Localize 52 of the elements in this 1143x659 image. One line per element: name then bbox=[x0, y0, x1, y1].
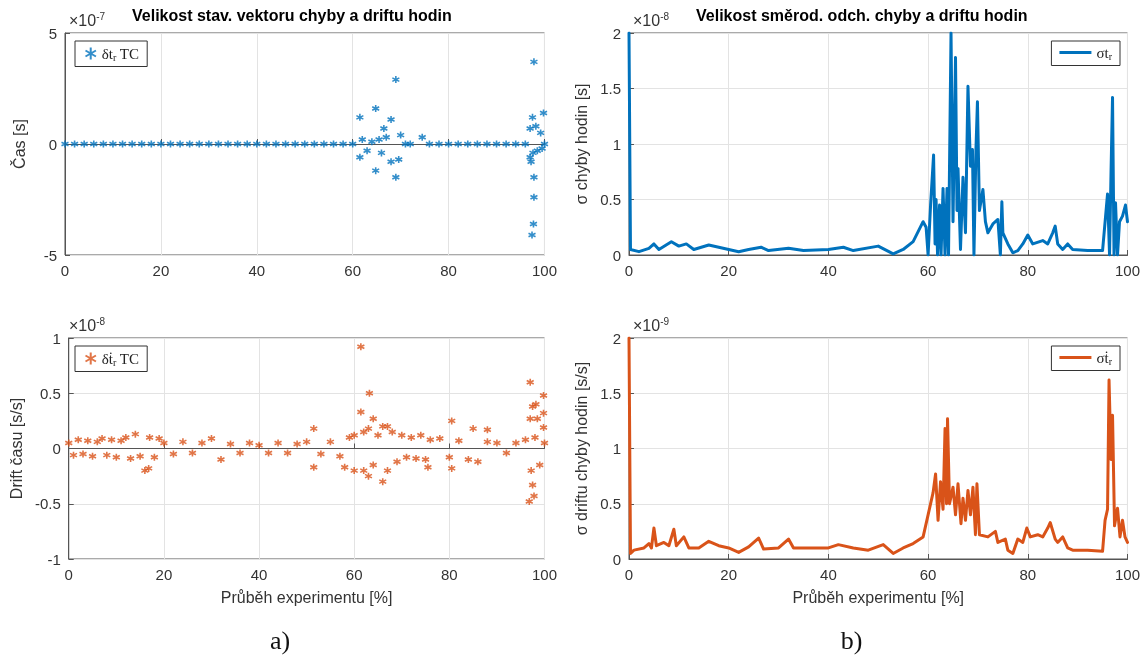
y-tick-label: -0.5 bbox=[34, 495, 61, 513]
y-tick-label: 1 bbox=[52, 329, 61, 347]
y-tick-label: -5 bbox=[43, 246, 57, 264]
y-tick-label: -1 bbox=[47, 550, 61, 568]
y-tick-label: 1.5 bbox=[600, 80, 621, 97]
y-tick-label: 0.5 bbox=[600, 495, 621, 513]
x-tick-label: 80 bbox=[1019, 566, 1037, 583]
y-tick-label: 2 bbox=[612, 329, 621, 347]
x-tick-label: 80 bbox=[1019, 262, 1037, 279]
x-tick-label: 20 bbox=[155, 566, 173, 583]
x-tick-label: 20 bbox=[720, 262, 738, 279]
x-tick-label: 20 bbox=[152, 262, 170, 279]
y-tick-label: 0 bbox=[48, 135, 57, 153]
x-tick-label: 60 bbox=[344, 262, 362, 279]
x-tick-label: 40 bbox=[820, 262, 837, 279]
x-tick-label: 40 bbox=[248, 262, 266, 279]
x-tick-label: 100 bbox=[1114, 262, 1140, 279]
x-tick-label: 0 bbox=[624, 262, 634, 279]
y-tick-label: 0 bbox=[612, 550, 621, 568]
y-axis-title: σ driftu chyby hodin [s/s] bbox=[572, 361, 590, 536]
x-tick-label: 80 bbox=[440, 566, 458, 583]
text: a) bbox=[269, 625, 291, 655]
y-tick-label: 5 bbox=[48, 24, 57, 42]
x-tick-label: 60 bbox=[345, 566, 363, 583]
x-tick-label: 80 bbox=[440, 262, 457, 279]
y-tick-label: 0 bbox=[612, 246, 621, 264]
y-tick-label: 2 bbox=[612, 24, 621, 42]
y-axis-title: σ chyby hodin [s] bbox=[572, 83, 590, 205]
x-tick-label: 100 bbox=[531, 566, 557, 583]
y-tick-label: 0.5 bbox=[600, 191, 621, 208]
y-tick-label: 0 bbox=[52, 440, 61, 457]
x-tick-label: 100 bbox=[1114, 566, 1140, 583]
y-tick-label: 1 bbox=[612, 440, 621, 457]
y-tick-label: 0.5 bbox=[39, 384, 61, 402]
x-tick-label: 100 bbox=[531, 262, 557, 279]
chart-title: Velikost stav. vektoru chyby a driftu hodin bbox=[132, 6, 452, 24]
x-axis-title: Průběh experimentu [%] bbox=[792, 588, 965, 606]
x-tick-label: 60 bbox=[919, 262, 937, 279]
line-series bbox=[627, 31, 1129, 257]
x-tick-label: 20 bbox=[720, 566, 738, 583]
y-tick-label: 1 bbox=[612, 135, 621, 153]
y-axis-title: Čas [s] bbox=[9, 119, 28, 169]
x-tick-label: 60 bbox=[919, 566, 937, 583]
y-axis-title: Drift času [s/s] bbox=[7, 397, 25, 500]
x-axis-title: Průběh experimentu [%] bbox=[220, 588, 393, 606]
x-tick-label: 0 bbox=[624, 566, 634, 583]
x-tick-label: 40 bbox=[820, 566, 837, 583]
chart-title: Velikost směrod. odch. chyby a driftu hodin bbox=[696, 6, 1028, 24]
x-tick-label: 40 bbox=[250, 566, 268, 583]
x-tick-label: 0 bbox=[64, 566, 73, 583]
y-tick-label: 1.5 bbox=[600, 384, 621, 402]
text: b) bbox=[840, 625, 863, 655]
